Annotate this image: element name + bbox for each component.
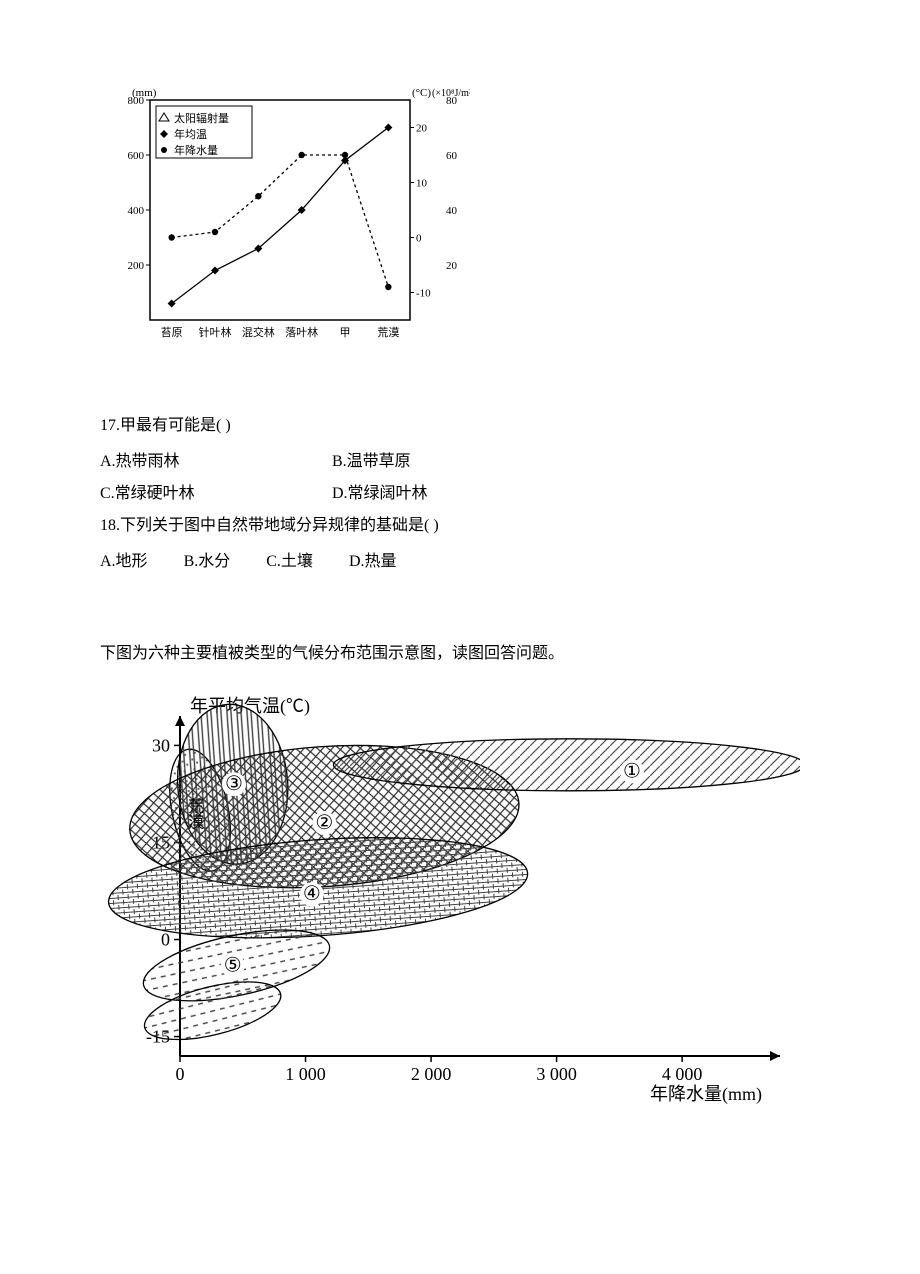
svg-text:年降水量(mm): 年降水量(mm) xyxy=(650,1084,762,1105)
svg-text:年降水量: 年降水量 xyxy=(174,143,218,157)
svg-text:混交林: 混交林 xyxy=(242,325,275,339)
svg-text:荒漠: 荒漠 xyxy=(377,326,399,339)
q17-options-row1: A.热带雨林 B.温带草原 xyxy=(100,446,820,478)
svg-text:落叶林: 落叶林 xyxy=(285,325,318,339)
svg-text:20: 20 xyxy=(446,260,458,272)
svg-text:0: 0 xyxy=(176,1064,185,1084)
svg-text:针叶林: 针叶林 xyxy=(199,325,232,339)
svg-text:-10: -10 xyxy=(416,288,431,300)
svg-text:(×10⁸J/m²·s): (×10⁸J/m²·s) xyxy=(432,88,470,99)
svg-text:(°C): (°C) xyxy=(412,87,431,99)
q17-opt-c: C.常绿硬叶林 xyxy=(100,478,280,510)
svg-text:0: 0 xyxy=(416,233,422,245)
svg-text:4 000: 4 000 xyxy=(662,1064,703,1084)
chart-vegetation-regions: -150153001 0002 0003 0004 000年平均气温(℃)年降水… xyxy=(100,686,820,1106)
svg-text:40: 40 xyxy=(446,205,458,217)
q18-opt-a: A.地形 xyxy=(100,546,148,578)
svg-text:④: ④ xyxy=(303,883,321,905)
q17-options-row2: C.常绿硬叶林 D.常绿阔叶林 xyxy=(100,478,820,510)
q18-opt-b: B.水分 xyxy=(184,546,231,578)
svg-text:①: ① xyxy=(623,760,641,782)
svg-text:(mm): (mm) xyxy=(132,87,157,99)
q17-opt-b: B.温带草原 xyxy=(332,446,411,478)
svg-text:600: 600 xyxy=(128,150,145,162)
svg-text:400: 400 xyxy=(128,205,145,217)
q17-opt-a: A.热带雨林 xyxy=(100,446,280,478)
svg-text:200: 200 xyxy=(128,260,145,272)
svg-text:60: 60 xyxy=(446,150,458,162)
svg-text:荒漠: 荒漠 xyxy=(185,797,204,829)
svg-text:1 000: 1 000 xyxy=(285,1064,326,1084)
svg-text:20: 20 xyxy=(416,123,428,135)
svg-text:3 000: 3 000 xyxy=(536,1064,577,1084)
q18-opt-c: C.土壤 xyxy=(266,546,313,578)
intro-vegetation: 下图为六种主要植被类型的气候分布范围示意图，读图回答问题。 xyxy=(100,638,820,670)
svg-text:甲: 甲 xyxy=(340,327,351,339)
svg-text:10: 10 xyxy=(416,178,428,190)
svg-text:⑤: ⑤ xyxy=(224,954,242,976)
svg-text:②: ② xyxy=(315,812,333,834)
svg-text:0: 0 xyxy=(161,930,170,950)
q17-opt-d: D.常绿阔叶林 xyxy=(332,478,428,510)
q18-opt-d: D.热量 xyxy=(349,546,397,578)
svg-text:太阳辐射量: 太阳辐射量 xyxy=(174,111,229,125)
svg-text:苔原: 苔原 xyxy=(161,325,183,339)
chart-biome-lines: 200400600800(mm)-1001020(°C)20406080(×10… xyxy=(100,80,820,370)
q17-stem: 17.甲最有可能是( ) xyxy=(100,410,820,442)
svg-text:年均温: 年均温 xyxy=(174,127,207,141)
q18-options: A.地形 B.水分 C.土壤 D.热量 xyxy=(100,546,820,578)
svg-text:2 000: 2 000 xyxy=(411,1064,452,1084)
svg-text:30: 30 xyxy=(152,735,170,755)
svg-text:③: ③ xyxy=(225,773,243,795)
q18-stem: 18.下列关于图中自然带地域分异规律的基础是( ) xyxy=(100,510,820,542)
